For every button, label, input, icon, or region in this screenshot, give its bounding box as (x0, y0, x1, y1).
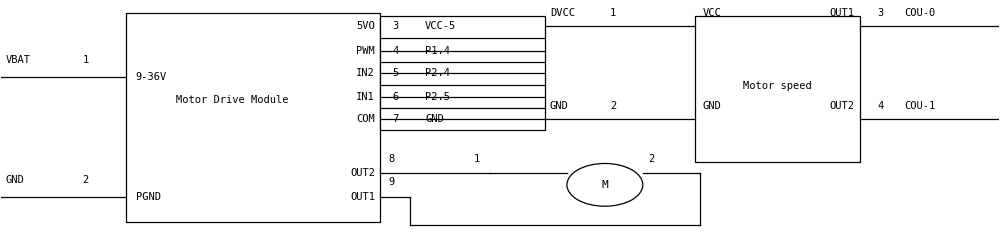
Text: GND: GND (703, 101, 721, 111)
Text: 7: 7 (392, 114, 398, 125)
Text: 2: 2 (648, 154, 654, 164)
Text: OUT2: OUT2 (830, 101, 855, 111)
Text: OUT2: OUT2 (350, 168, 375, 178)
Bar (126, 13, 380, 222)
Text: P2.5: P2.5 (425, 92, 450, 102)
Text: DVCC: DVCC (550, 8, 575, 18)
Text: VBAT: VBAT (6, 55, 31, 65)
Text: OUT1: OUT1 (830, 8, 855, 18)
Text: P2.4: P2.4 (425, 68, 450, 78)
Text: 6: 6 (392, 92, 398, 102)
Text: VCC: VCC (703, 8, 721, 18)
Text: 4: 4 (877, 101, 884, 111)
Text: 8: 8 (388, 154, 394, 164)
Bar (380, 16, 545, 130)
Text: 3: 3 (877, 8, 884, 18)
Text: 4: 4 (392, 46, 398, 56)
Text: 3: 3 (392, 21, 398, 31)
Text: 9-36V: 9-36V (136, 72, 167, 82)
Text: 9: 9 (388, 178, 394, 187)
Text: GND: GND (550, 101, 569, 111)
Text: 1: 1 (83, 55, 89, 65)
Text: OUT1: OUT1 (350, 192, 375, 202)
Bar (695, 16, 860, 162)
Text: M: M (601, 180, 608, 190)
Text: COU-0: COU-0 (904, 8, 936, 18)
Text: GND: GND (6, 175, 24, 185)
Text: 1: 1 (610, 8, 616, 18)
Text: P1.4: P1.4 (425, 46, 450, 56)
Text: 5: 5 (392, 68, 398, 78)
Text: Motor Drive Module: Motor Drive Module (176, 95, 289, 105)
Text: GND: GND (425, 114, 444, 125)
Text: 2: 2 (83, 175, 89, 185)
Text: IN2: IN2 (356, 68, 375, 78)
Ellipse shape (567, 163, 643, 206)
Text: IN1: IN1 (356, 92, 375, 102)
Text: COU-1: COU-1 (904, 101, 936, 111)
Text: VCC-5: VCC-5 (425, 21, 456, 31)
Text: 5VO: 5VO (356, 21, 375, 31)
Text: PWM: PWM (356, 46, 375, 56)
Text: 2: 2 (610, 101, 616, 111)
Text: COM: COM (356, 114, 375, 125)
Text: 1: 1 (474, 154, 480, 164)
Text: PGND: PGND (136, 192, 161, 202)
Text: Motor speed: Motor speed (743, 81, 811, 91)
